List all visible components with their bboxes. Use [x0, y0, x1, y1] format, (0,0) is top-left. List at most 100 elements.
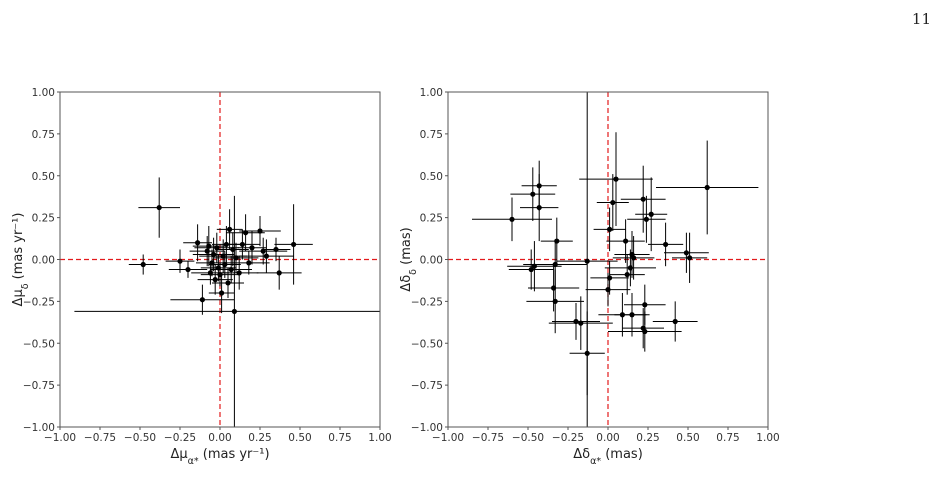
- point-marker: [663, 241, 669, 248]
- data-point: [672, 232, 708, 283]
- data-point: [612, 236, 655, 280]
- point-marker: [291, 241, 297, 248]
- data-point: [208, 251, 241, 278]
- point-marker: [231, 308, 237, 315]
- point-marker: [195, 240, 201, 246]
- y-tick-label: −0.50: [411, 338, 443, 350]
- proper-motion-residual-plot: −1.00 −0.75 −0.50 −0.25 0.00 0.25 0.50 0.75 1.00…: [11, 87, 392, 467]
- y-tick-label: 0.25: [32, 213, 55, 225]
- point-marker: [239, 241, 245, 248]
- point-marker: [222, 261, 228, 268]
- x-tick-label: 0.25: [636, 432, 659, 444]
- data-point: [609, 254, 645, 295]
- y-tick-label: −1.00: [411, 422, 443, 434]
- data-point: [208, 272, 235, 314]
- y-tick-label: 1.00: [32, 87, 55, 99]
- point-marker: [177, 258, 183, 264]
- x-tick-label: −1.00: [432, 432, 464, 444]
- data-point: [620, 165, 666, 233]
- y-tick-label: 0.00: [420, 255, 443, 267]
- point-marker: [578, 320, 584, 326]
- y-tick-label: 0.75: [420, 129, 443, 141]
- x-tick-label: −0.75: [472, 432, 504, 444]
- point-marker: [642, 302, 648, 308]
- point-marker: [509, 216, 515, 222]
- data-point: [128, 254, 158, 275]
- x-tick-label: −0.75: [84, 432, 116, 444]
- point-marker: [233, 255, 239, 261]
- y-tick-label: 1.00: [420, 87, 443, 99]
- x-tick-label: 1.00: [756, 432, 779, 444]
- data-point: [590, 261, 629, 295]
- point-marker: [185, 266, 191, 273]
- data-point: [614, 231, 650, 278]
- x-tick-label: −0.25: [552, 432, 584, 444]
- point-marker: [704, 184, 710, 191]
- point-marker: [631, 255, 637, 261]
- data-point: [74, 195, 380, 427]
- data-point: [138, 177, 180, 238]
- data-point: [510, 167, 556, 221]
- data-point: [596, 174, 629, 232]
- data-point: [627, 195, 666, 243]
- data-point: [224, 229, 260, 260]
- x-tick-label: 0.25: [248, 432, 271, 444]
- point-marker: [246, 260, 252, 266]
- point-marker: [640, 196, 646, 202]
- data-point: [237, 231, 267, 265]
- data-point: [548, 296, 613, 350]
- point-marker: [613, 176, 619, 182]
- point-marker: [629, 312, 635, 318]
- y-tick-label: 0.25: [420, 213, 443, 225]
- x-tick-label: 0.50: [676, 432, 699, 444]
- point-marker: [584, 258, 590, 264]
- point-marker: [140, 261, 146, 268]
- point-marker: [610, 199, 616, 206]
- y-tick-label: 0.50: [420, 171, 443, 183]
- data-point: [256, 256, 302, 290]
- data-point: [274, 204, 313, 285]
- y-axis-label: Δδδ (mas): [399, 227, 419, 291]
- point-marker: [687, 255, 693, 261]
- x-tick-label: 0.00: [596, 432, 619, 444]
- data-point: [635, 177, 668, 252]
- point-marker: [156, 204, 162, 211]
- data-point: [228, 251, 270, 275]
- y-tick-label: 0.75: [32, 129, 55, 141]
- y-tick-label: 0.00: [32, 255, 55, 267]
- data-point: [656, 140, 759, 235]
- point-marker: [273, 246, 279, 253]
- point-marker: [623, 238, 629, 244]
- data-point: [472, 197, 552, 242]
- data-point: [216, 232, 249, 267]
- point-marker: [648, 211, 654, 217]
- data-point: [622, 308, 664, 349]
- point-marker: [683, 250, 690, 256]
- data-point: [239, 239, 294, 273]
- point-marker: [536, 204, 542, 211]
- data-point: [552, 303, 600, 340]
- data-point: [216, 209, 243, 250]
- data-point: [213, 242, 259, 273]
- data-point: [210, 256, 252, 283]
- page-number: 11: [911, 10, 931, 28]
- y-tick-label: −0.25: [23, 296, 55, 308]
- y-tick-label: −0.50: [23, 338, 55, 350]
- position-residual-plot: −1.00 −0.75 −0.50 −0.25 0.00 0.25 0.50 0.75 1.00…: [399, 87, 780, 467]
- data-point: [664, 232, 709, 273]
- point-marker: [225, 280, 231, 286]
- point-marker: [236, 270, 242, 276]
- point-marker: [276, 270, 282, 276]
- y-tick-label: −0.75: [411, 380, 443, 392]
- point-marker: [672, 318, 678, 325]
- data-point: [652, 301, 698, 342]
- data-point: [593, 207, 626, 252]
- data-point: [168, 261, 208, 278]
- point-marker: [552, 298, 558, 304]
- x-tick-label: 0.75: [328, 432, 351, 444]
- point-marker: [227, 226, 233, 232]
- x-tick-label: 0.75: [716, 432, 739, 444]
- point-marker: [554, 238, 560, 244]
- point-marker: [212, 277, 218, 283]
- point-marker: [624, 271, 630, 278]
